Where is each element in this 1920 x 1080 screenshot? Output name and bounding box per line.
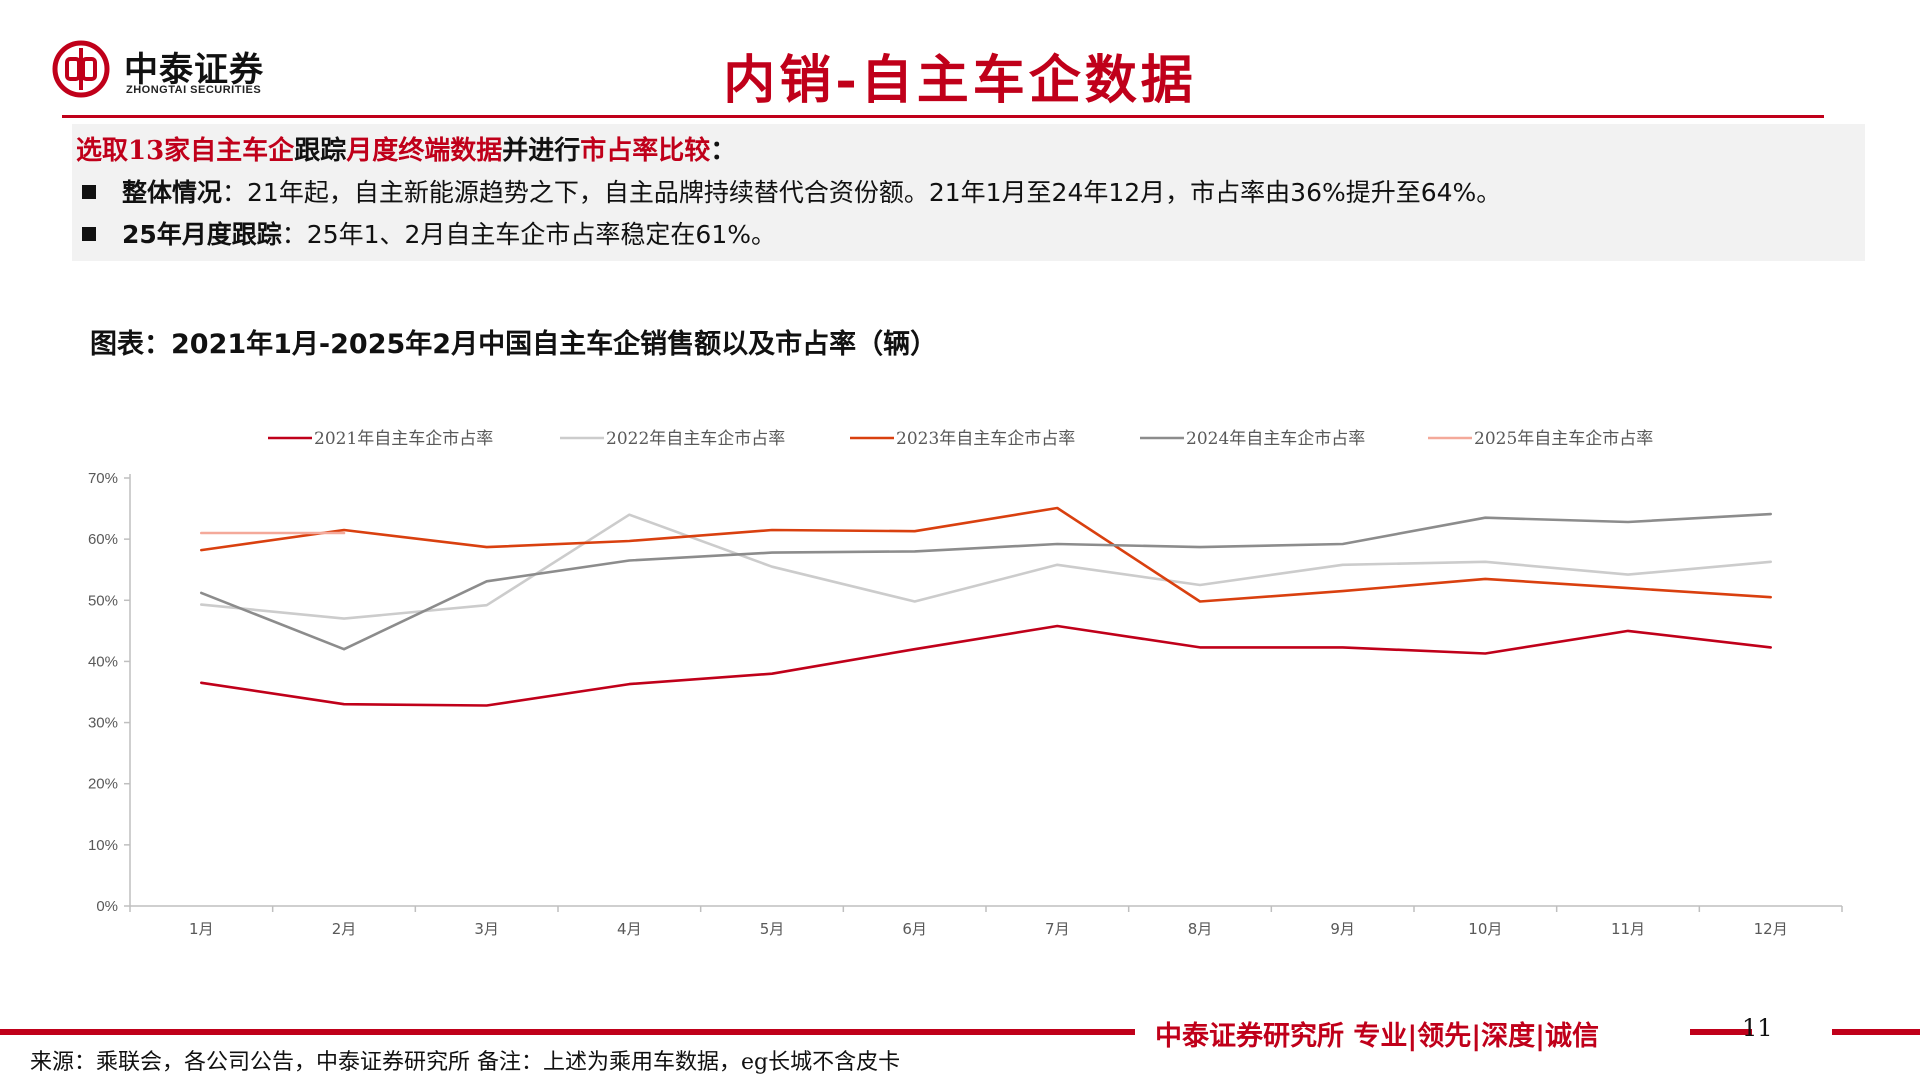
legend-label-3: 2023年自主车企市占率	[896, 429, 1075, 449]
x-tick-label: 1月	[189, 920, 214, 938]
source-note: 来源：乘联会，各公司公告，中泰证券研究所 备注：上述为乘用车数据，eg长城不含皮…	[30, 1050, 901, 1075]
x-tick-label: 11月	[1611, 920, 1645, 938]
bullet-text: ：25年1、2月自主车企市占率稳定在61%。	[281, 220, 776, 249]
footer-rule-right	[1690, 1029, 1752, 1035]
y-tick-label: 10%	[88, 837, 118, 854]
title-divider	[62, 115, 1824, 118]
lead-part-1: 选取13家自主车企	[76, 136, 295, 166]
series-line-1	[200, 624, 1772, 707]
x-tick-label: 5月	[760, 920, 785, 938]
series-line-4	[200, 512, 1772, 651]
company-logo: 中泰证券 ZHONGTAI SECURITIES	[52, 40, 302, 100]
chart-title: 图表：2021年1月-2025年2月中国自主车企销售额以及市占率（辆）	[90, 329, 938, 360]
lead-part-5: 市占率比较	[580, 136, 711, 166]
page-number: 11	[1742, 1014, 1773, 1042]
logo-name-en: ZHONGTAI SECURITIES	[126, 84, 262, 96]
y-tick-label: 50%	[88, 592, 118, 609]
x-tick-label: 7月	[1045, 920, 1070, 938]
y-tick-label: 30%	[88, 715, 118, 732]
y-tick-label: 40%	[88, 653, 118, 670]
footer-rule-far	[1832, 1029, 1920, 1035]
legend-label-2: 2022年自主车企市占率	[606, 429, 785, 449]
y-tick-label: 20%	[88, 776, 118, 793]
x-tick-label: 12月	[1754, 920, 1788, 938]
page-title: 内销-自主车企数据	[723, 50, 1197, 111]
summary-lead: 选取13家自主车企跟踪月度终端数据并进行市占率比较：	[76, 130, 1865, 172]
footer-slogan: 中泰证券研究所 专业|领先|深度|诚信	[1155, 1021, 1599, 1052]
x-tick-label: 9月	[1330, 920, 1355, 938]
lead-part-3: 月度终端数据	[346, 136, 503, 166]
y-tick-label: 0%	[96, 898, 118, 915]
y-tick-label: 60%	[88, 531, 118, 548]
bullet-label: 25年月度跟踪	[122, 220, 282, 249]
lead-part-2: 跟踪	[294, 136, 347, 166]
footer-rule-left	[0, 1029, 1135, 1035]
legend-label-1: 2021年自主车企市占率	[314, 429, 493, 449]
summary-box: 选取13家自主车企跟踪月度终端数据并进行市占率比较： 整体情况：21年起，自主新…	[72, 124, 1865, 261]
series-line-3	[200, 506, 1772, 603]
x-tick-label: 8月	[1188, 920, 1213, 938]
legend-label-5: 2025年自主车企市占率	[1474, 429, 1653, 449]
summary-bullet-2025: 25年月度跟踪：25年1、2月自主车企市占率稳定在61%。	[76, 214, 1865, 256]
logo-name-cn: 中泰证券	[124, 50, 264, 90]
square-bullet-icon	[82, 185, 96, 199]
square-bullet-icon	[82, 227, 96, 241]
x-tick-label: 3月	[474, 920, 499, 938]
lead-part-4: 并进行	[502, 136, 581, 166]
bullet-text: ：21年起，自主新能源趋势之下，自主品牌持续替代合资份额。21年1月至24年12…	[222, 178, 1502, 207]
zhongtai-logo-icon	[52, 40, 110, 98]
x-tick-label: 10月	[1468, 920, 1502, 938]
market-share-line-chart: 0% 10% 20% 30% 40% 50% 60% 70% 1月 2月 3月 4月 5月 6月 7月 8月 9…	[88, 429, 1843, 938]
series-line-2	[200, 513, 1772, 620]
bullet-label: 整体情况	[122, 178, 223, 207]
x-tick-label: 2月	[332, 920, 357, 938]
x-tick-label: 4月	[617, 920, 642, 938]
y-tick-label: 70%	[88, 470, 118, 487]
legend-label-4: 2024年自主车企市占率	[1186, 429, 1365, 449]
lead-part-6: ：	[710, 136, 737, 166]
summary-bullet-overall: 整体情况：21年起，自主新能源趋势之下，自主品牌持续替代合资份额。21年1月至2…	[76, 172, 1865, 214]
x-tick-label: 6月	[902, 920, 927, 938]
